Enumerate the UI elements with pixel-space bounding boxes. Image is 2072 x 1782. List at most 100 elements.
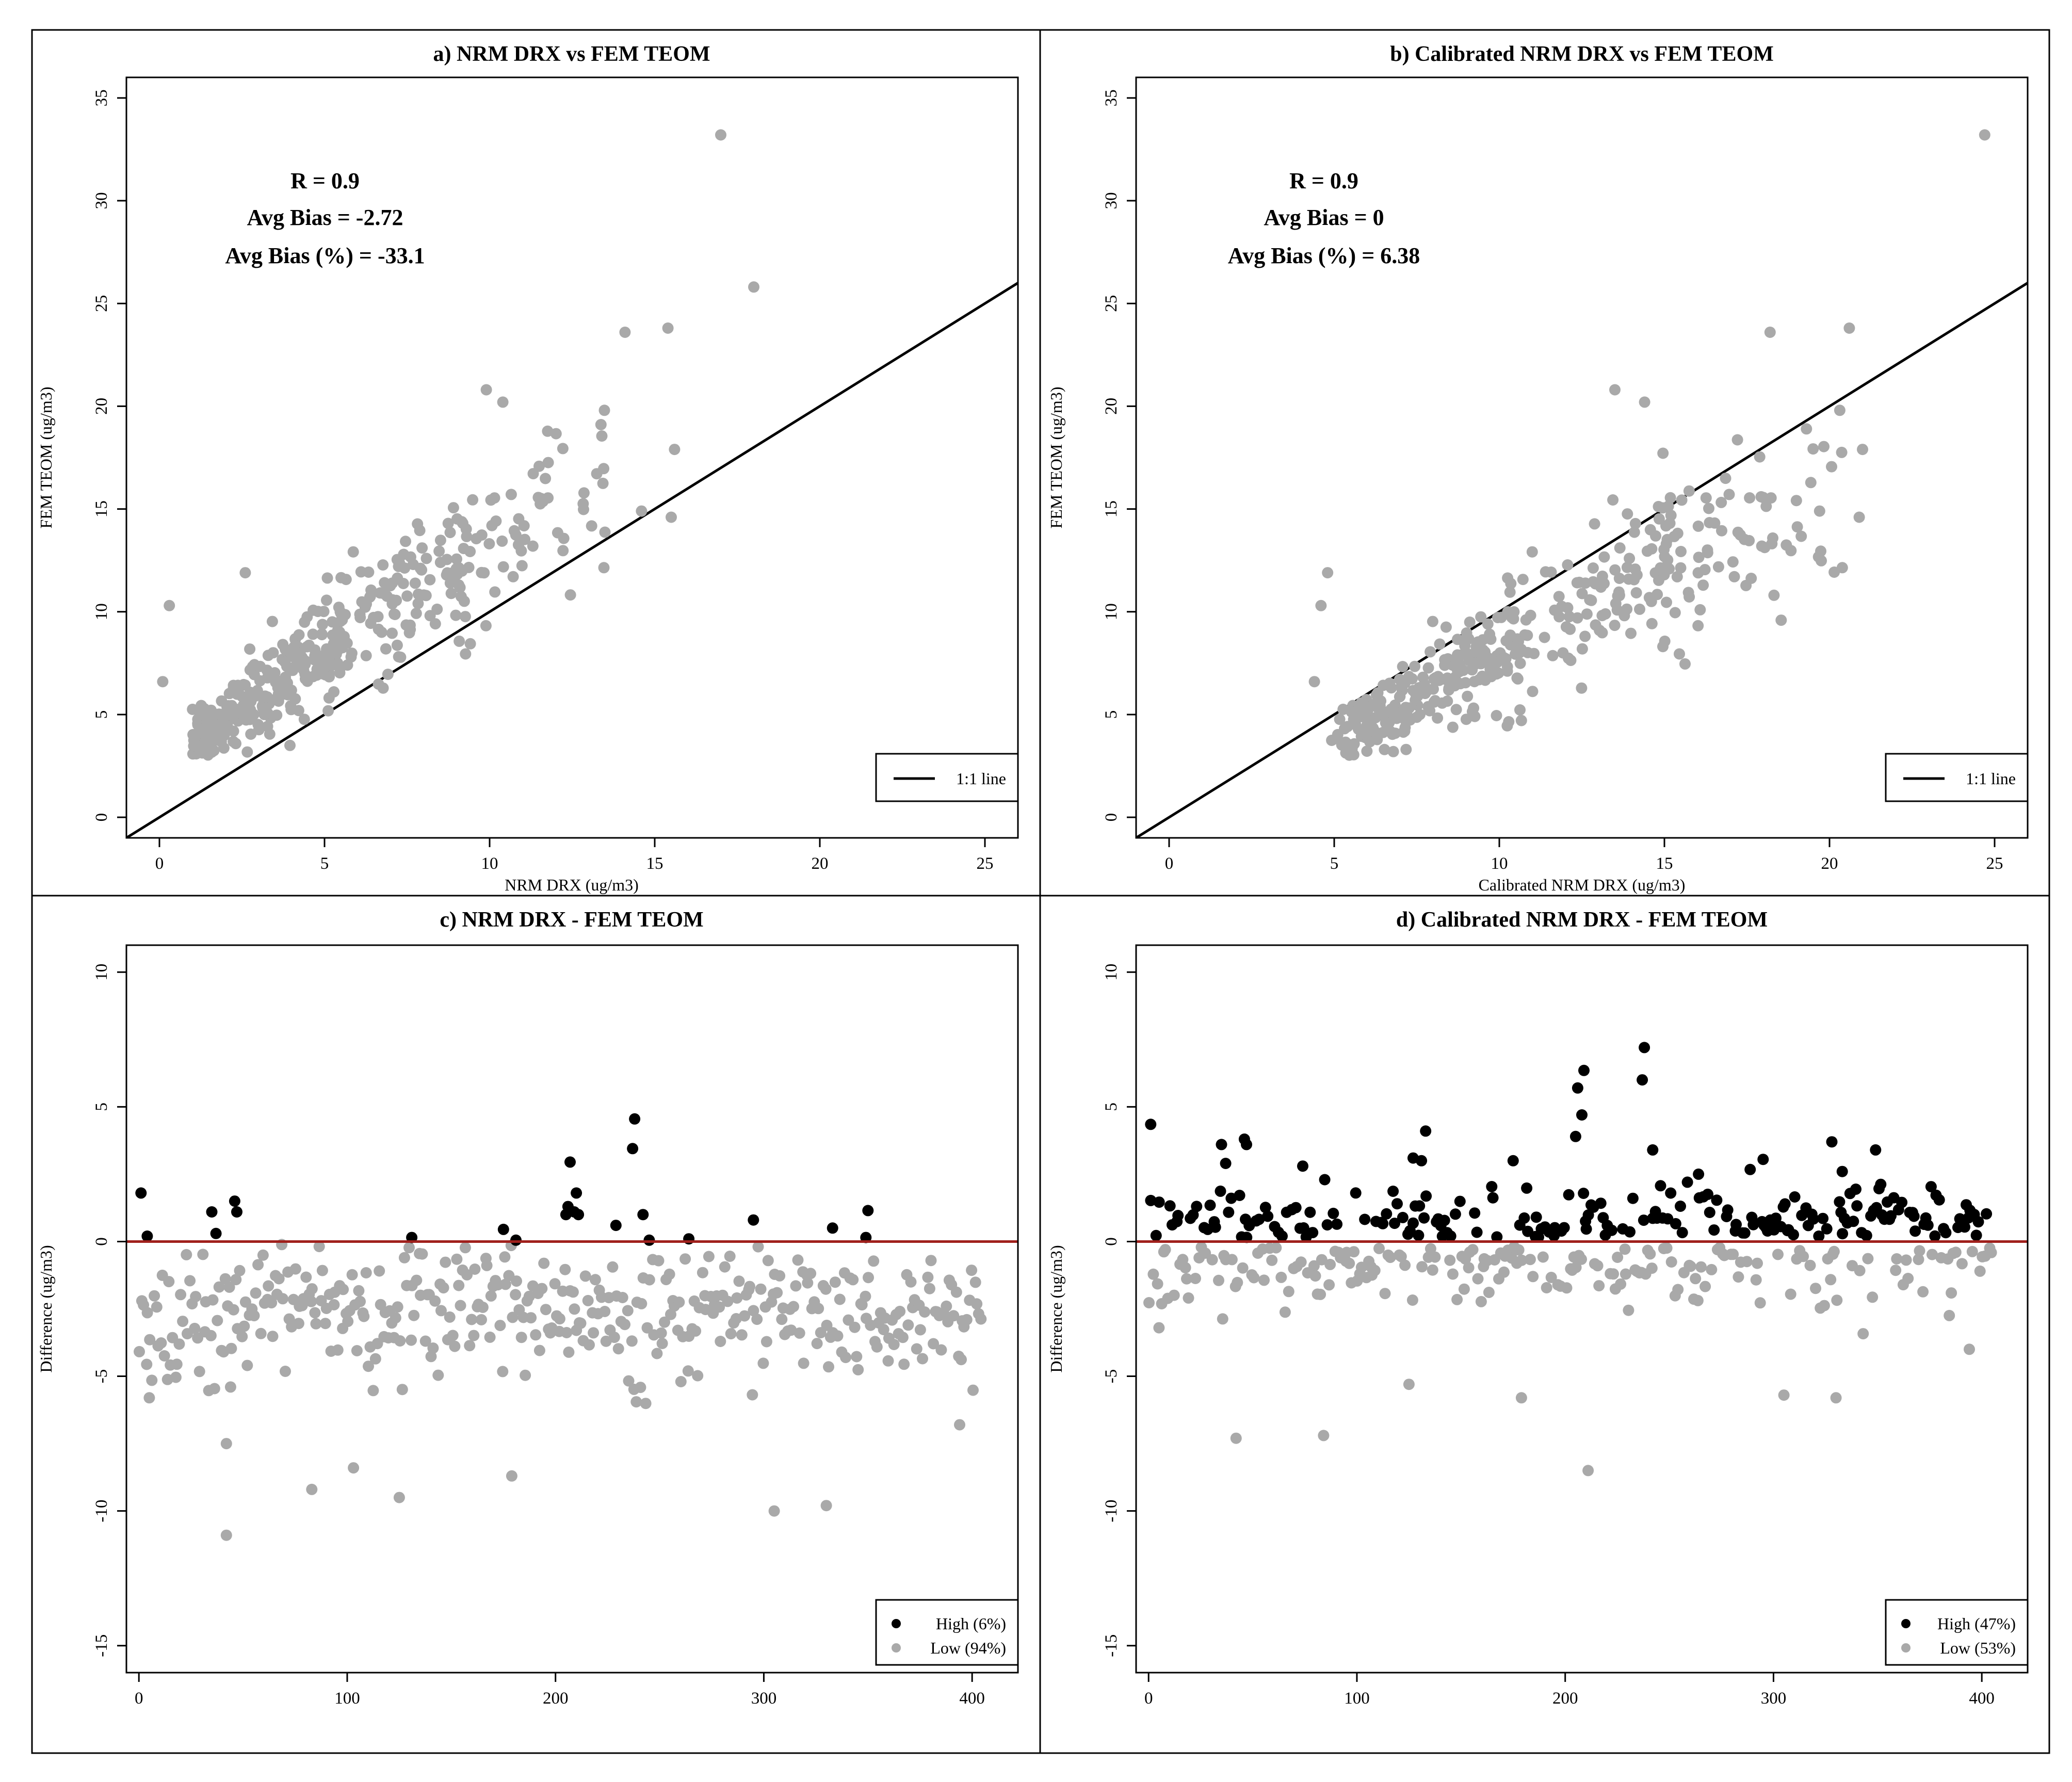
panel-d-point	[1323, 1279, 1335, 1291]
panel-a-point	[280, 671, 292, 683]
panel-a-point	[280, 682, 292, 694]
panel-b-point	[1679, 658, 1691, 670]
panel-b-point	[1334, 714, 1346, 725]
panel-c-point	[629, 1113, 641, 1125]
panel-d-point	[1561, 1282, 1573, 1294]
panel-d-point	[1813, 1230, 1825, 1242]
panel-c-point	[820, 1283, 832, 1295]
panel-c-point	[536, 1283, 548, 1294]
panel-c-point	[220, 1529, 232, 1541]
panel-b-y-tick-label: 25	[1102, 295, 1121, 312]
panel-c-point	[406, 1334, 417, 1346]
panel-b-point	[1372, 687, 1384, 699]
panel-c-point	[348, 1462, 360, 1474]
panel-a-point	[334, 667, 346, 679]
panel-d-point	[1475, 1295, 1487, 1307]
panel-c-point	[849, 1321, 861, 1333]
panel-a-point	[380, 643, 392, 655]
panel-d-point	[1331, 1218, 1343, 1230]
panel-c-point	[559, 1263, 571, 1275]
panel-c-y-label: Difference (ug/m3)	[37, 1245, 55, 1372]
panel-c-point	[369, 1353, 381, 1365]
panel-c-point	[617, 1292, 628, 1303]
panel-d-point	[1315, 1288, 1326, 1300]
panel-c-point	[751, 1314, 763, 1325]
panel-b-point	[1459, 640, 1471, 652]
panel-d-point	[1950, 1246, 1962, 1258]
panel-b-point	[1659, 551, 1671, 562]
panel-a-point	[636, 505, 648, 517]
panel-c-point	[871, 1341, 883, 1353]
panel-a-point	[239, 567, 251, 579]
panel-b-point	[1563, 611, 1575, 623]
panel-c-point	[925, 1255, 937, 1267]
panel-b-one-to-one-line	[1136, 282, 2028, 838]
panel-d-point	[1518, 1212, 1530, 1224]
panel-c-point	[328, 1299, 340, 1310]
panel-b-point	[1843, 322, 1855, 334]
panel-c-point	[739, 1310, 751, 1322]
panel-a-point	[669, 444, 681, 456]
panel-d-point	[1639, 1042, 1650, 1054]
panel-b-point	[1502, 572, 1514, 584]
panel-b-point	[1450, 704, 1462, 716]
panel-d-point	[1290, 1202, 1302, 1213]
panel-b-point	[1731, 434, 1743, 446]
panel-c-point	[158, 1350, 170, 1362]
panel-b-x-tick-label: 15	[1656, 854, 1673, 873]
panel-d-point	[1454, 1195, 1466, 1207]
panel-b-point	[1436, 697, 1448, 709]
panel-c-point	[579, 1270, 591, 1282]
panel-a-point	[412, 597, 424, 609]
panel-d-point	[1750, 1274, 1762, 1286]
panel-b-point	[1521, 629, 1533, 641]
panel-c-point	[533, 1344, 545, 1356]
panel-b-point	[1371, 734, 1383, 746]
panel-a-point	[586, 520, 597, 532]
panel-b-point	[1836, 446, 1848, 458]
panel-a-point	[376, 626, 387, 638]
panel-c-point	[419, 1335, 431, 1347]
panel-d-point	[1661, 1242, 1673, 1254]
panel-d-point	[1237, 1262, 1249, 1274]
panel-d-point	[1772, 1249, 1784, 1260]
panel-a-point	[321, 643, 332, 655]
panel-c-point	[250, 1287, 262, 1299]
panel-d-point	[1690, 1273, 1702, 1285]
panel-d-point	[1204, 1200, 1216, 1211]
panel-c-point	[506, 1470, 517, 1482]
panel-b-point	[1723, 489, 1735, 500]
panel-b-point	[1515, 715, 1527, 726]
panel-c-point	[692, 1370, 704, 1382]
panel-c-point	[715, 1336, 726, 1347]
panel-c-point	[181, 1249, 192, 1260]
panel-b-point	[1367, 722, 1379, 734]
panel-b-point	[1650, 530, 1661, 542]
panel-d-point	[1665, 1256, 1677, 1268]
panel-d-point	[1922, 1219, 1934, 1231]
panel-d-point	[1665, 1187, 1677, 1199]
panel-d-point	[1463, 1262, 1475, 1274]
panel-d-point	[1757, 1154, 1769, 1165]
panel-b-y-tick-label: 15	[1102, 500, 1121, 517]
panel-d-point	[1297, 1160, 1308, 1172]
panel-a-point	[332, 631, 344, 643]
panel-d-point	[1270, 1242, 1282, 1254]
panel-b-point	[1495, 654, 1507, 666]
panel-c-point	[353, 1285, 365, 1297]
panel-d-point	[1974, 1265, 1986, 1277]
panel-a-point	[483, 538, 495, 549]
panel-a-point	[578, 487, 590, 499]
panel-c-point	[163, 1276, 175, 1288]
panel-c-point	[146, 1374, 158, 1386]
panel-d-point	[1831, 1294, 1843, 1306]
panel-b-point	[1576, 643, 1588, 655]
panel-d-point	[1646, 1262, 1658, 1274]
panel-a-point	[537, 496, 549, 507]
panel-b-point	[1664, 492, 1676, 504]
panel-c-y-tick-label: 0	[92, 1237, 111, 1246]
panel-c-point	[144, 1334, 156, 1346]
panel-a-point	[213, 708, 225, 720]
panel-a-point	[386, 627, 398, 639]
panel-a-point	[164, 600, 175, 611]
